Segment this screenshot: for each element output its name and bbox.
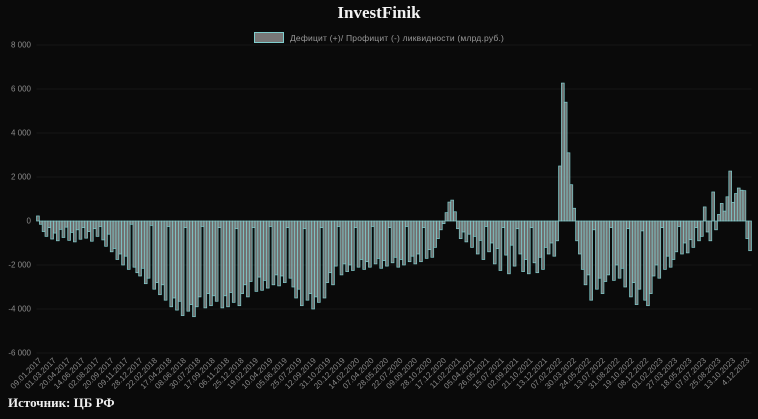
y-tick-label: -6 000: [8, 349, 31, 358]
source-label: Источник: ЦБ РФ: [8, 395, 115, 410]
legend-swatch: [253, 32, 284, 43]
y-tick-label: 2 000: [11, 173, 32, 182]
y-tick-label: 8 000: [11, 41, 32, 50]
y-tick-label: -4 000: [8, 305, 31, 314]
y-tick-label: 0: [27, 217, 32, 226]
y-tick-label: -2 000: [8, 261, 31, 270]
legend-label: Дефицит (+)/ Профицит (-) ликвидности (м…: [289, 32, 505, 43]
y-tick-label: 6 000: [11, 85, 32, 94]
y-tick-label: 4 000: [11, 129, 32, 138]
page-title: InvestFinik: [337, 3, 421, 22]
legend: Дефицит (+)/ Профицит (-) ликвидности (м…: [0, 32, 758, 43]
